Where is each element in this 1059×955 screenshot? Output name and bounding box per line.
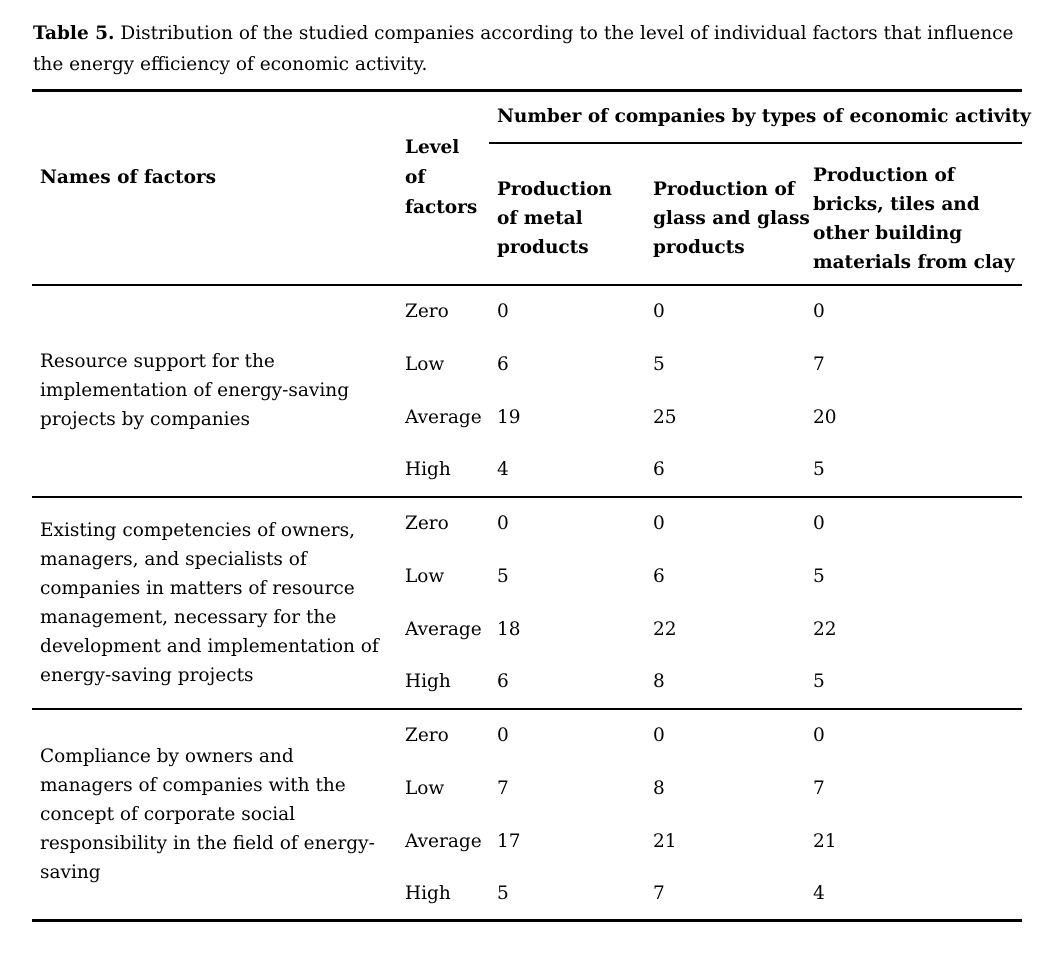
- factor-name-cell: Resource support for the implementation …: [40, 351, 350, 430]
- value-cell: 5: [813, 565, 825, 587]
- table-row: Average 19 25 20: [32, 391, 1022, 444]
- value-cell: 5: [497, 565, 509, 587]
- table-row: Average 17 21 21: [32, 815, 1022, 868]
- column-header-metal-products: Production of metal products: [489, 142, 645, 286]
- value-cell: 17: [497, 830, 521, 852]
- value-cell: 19: [497, 406, 521, 428]
- factors-table: Names of factors Level of factors Number…: [32, 89, 1031, 922]
- value-cell: 5: [813, 671, 825, 692]
- value-cell: 8: [653, 777, 665, 799]
- factor-group-resource-support: Resource support for the implementation …: [32, 285, 1022, 497]
- level-cell: Zero: [397, 707, 489, 762]
- table-caption-label: Table 5.: [33, 23, 115, 44]
- value-cell: 6: [653, 565, 665, 587]
- value-cell: 0: [489, 495, 645, 550]
- value-cell: 20: [813, 406, 837, 428]
- factor-group-existing-competencies: Existing competencies of owners, manager…: [32, 495, 1022, 709]
- table-row: Low 6 5 7: [32, 338, 1022, 391]
- level-cell: Low: [405, 777, 445, 799]
- value-cell: 7: [813, 777, 825, 799]
- value-cell: 0: [489, 707, 645, 762]
- value-cell: 0: [653, 301, 665, 322]
- table-caption-text: Distribution of the studied companies ac…: [33, 23, 1014, 75]
- value-cell: 5: [653, 353, 665, 375]
- factor-name-cell: Compliance by owners and managers of com…: [32, 707, 397, 921]
- level-cell: Zero: [405, 301, 449, 322]
- value-cell: 21: [653, 830, 677, 852]
- value-cell: 18: [497, 618, 521, 640]
- value-cell: 6: [497, 353, 509, 375]
- table-row: Low 5 6 5: [32, 550, 1022, 603]
- value-cell: 5: [497, 882, 509, 904]
- table-caption: Table 5. Distribution of the studied com…: [33, 18, 1031, 80]
- value-cell: 0: [645, 495, 805, 550]
- level-cell: Zero: [397, 495, 489, 550]
- value-cell: 7: [653, 882, 665, 904]
- value-cell: 0: [645, 707, 805, 762]
- column-header-glass-products: Production of glass and glass products: [645, 142, 810, 286]
- value-cell: 6: [653, 459, 665, 480]
- level-cell: Low: [405, 565, 445, 587]
- factor-group-compliance-csr: Compliance by owners and managers of com…: [32, 707, 1022, 921]
- table-row: Low 7 8 7: [32, 762, 1022, 815]
- table-row: Existing competencies of owners, manager…: [32, 495, 1022, 709]
- value-cell: 21: [813, 830, 837, 852]
- column-header-level-of-factors: Level of factors: [397, 90, 489, 286]
- header-row-top: Names of factors Level of factors Number…: [32, 90, 1031, 286]
- value-cell: 7: [813, 353, 825, 375]
- value-cell: 22: [813, 618, 837, 640]
- column-header-bricks-tiles-clay: Production of bricks, tiles and other bu…: [805, 142, 1022, 286]
- value-cell: 0: [805, 707, 1022, 762]
- value-cell: 8: [653, 671, 665, 692]
- table-row: High 6 8 5: [32, 656, 1022, 709]
- factor-name-cell: Existing competencies of owners, manager…: [32, 495, 397, 709]
- level-cell: High: [405, 671, 451, 692]
- table-row: High 5 7 4: [32, 868, 1022, 921]
- value-cell: 5: [813, 459, 825, 480]
- level-cell: Low: [405, 353, 445, 375]
- value-cell: 6: [497, 671, 509, 692]
- level-cell: Average: [405, 406, 482, 428]
- value-cell: 4: [497, 459, 509, 480]
- table-row: Compliance by owners and managers of com…: [32, 707, 1022, 921]
- value-cell: 0: [497, 301, 509, 322]
- value-cell: 4: [813, 882, 825, 904]
- level-cell: Average: [405, 618, 482, 640]
- table-row: Average 18 22 22: [32, 603, 1022, 656]
- level-cell: High: [405, 459, 451, 480]
- level-cell: Average: [405, 830, 482, 852]
- table-row: Resource support for the implementation …: [32, 285, 1022, 430]
- table-row: High 4 6 5: [32, 444, 1022, 497]
- value-cell: 25: [653, 406, 677, 428]
- column-header-names-of-factors: Names of factors: [32, 90, 397, 286]
- value-cell: 0: [805, 495, 1022, 550]
- value-cell: 0: [813, 301, 825, 322]
- header-row-sub: Production of metal products Production …: [32, 142, 1022, 286]
- column-group-header-number-of-companies: Number of companies by types of economic…: [489, 90, 1031, 144]
- level-cell: High: [405, 882, 451, 904]
- value-cell: 7: [497, 777, 509, 799]
- value-cell: 22: [653, 618, 677, 640]
